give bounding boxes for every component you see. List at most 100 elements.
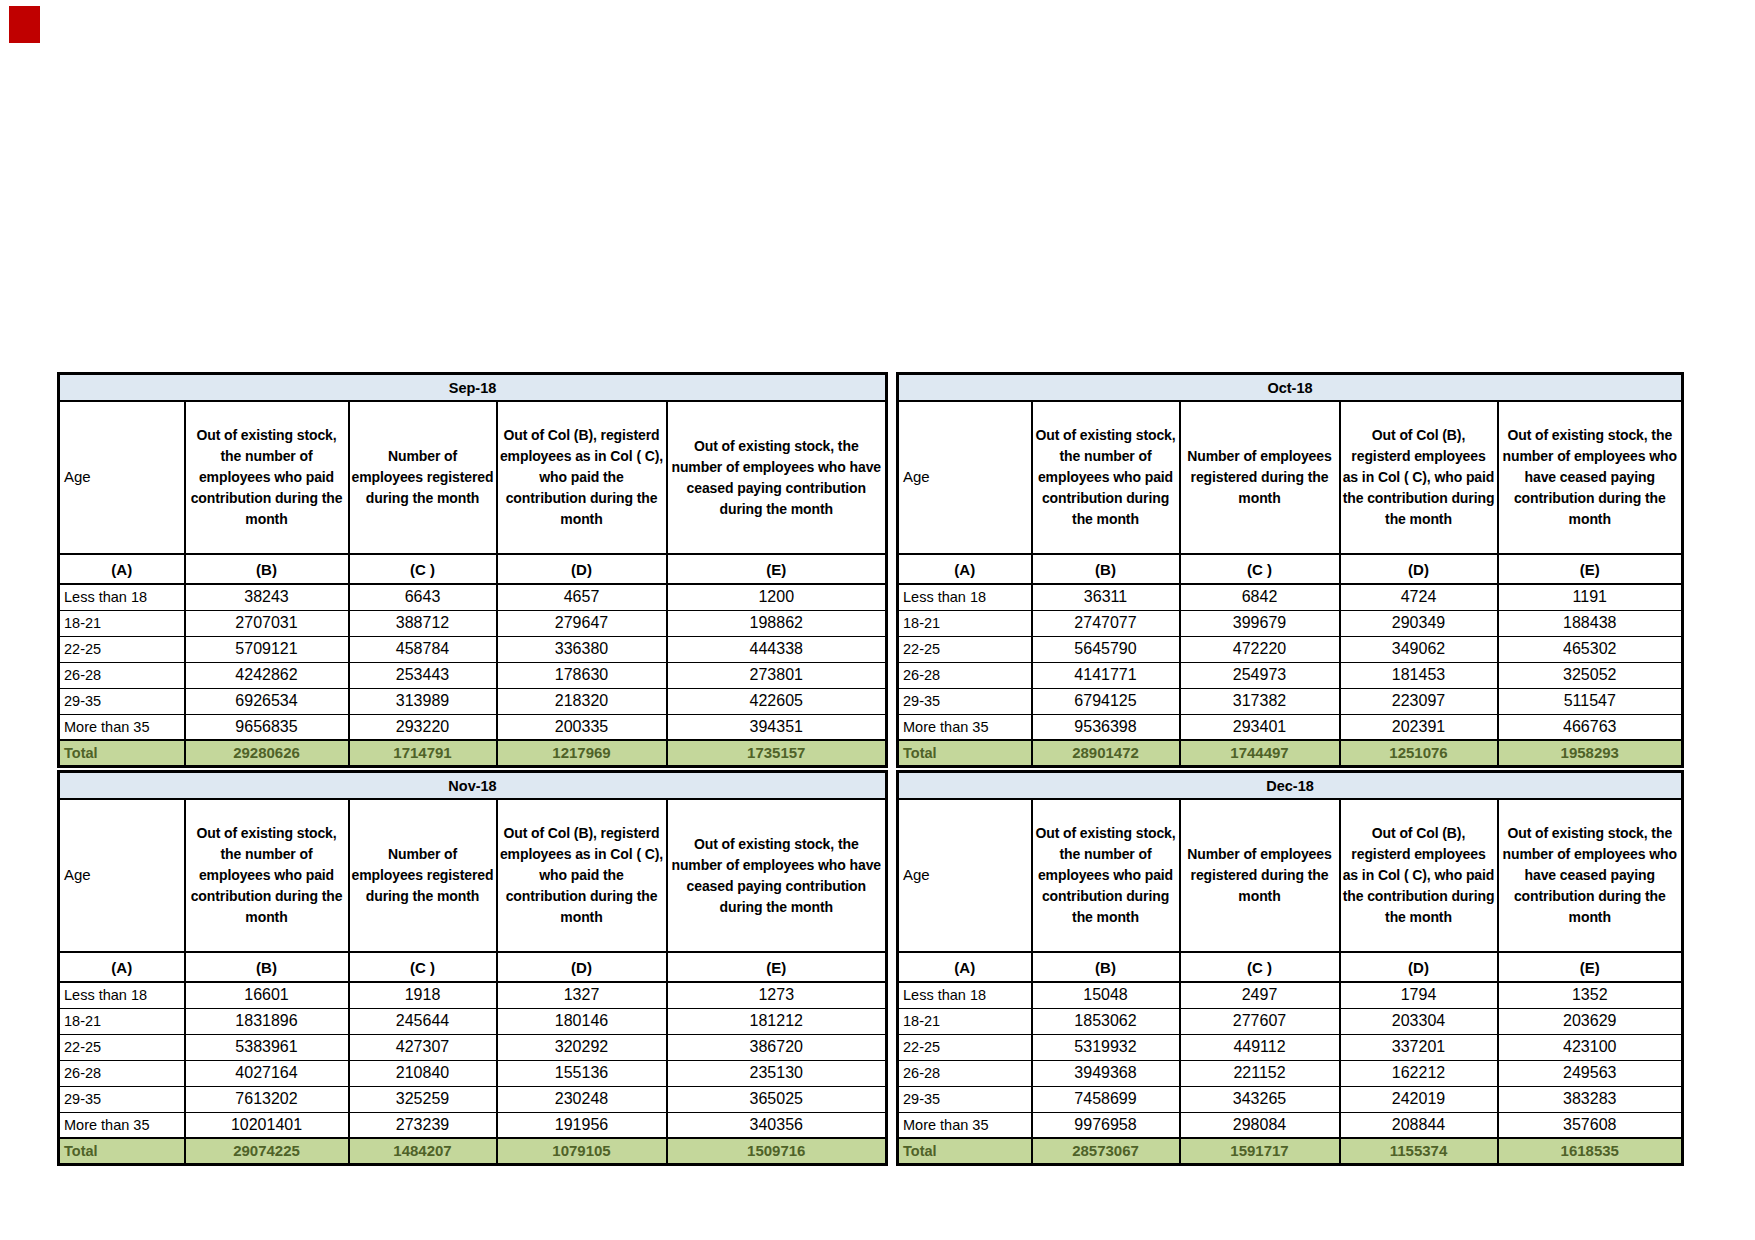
age-cell: 22-25 [59,636,185,662]
table-title-row: Nov-18 [59,772,887,800]
age-cell: 29-35 [59,688,185,714]
value-cell: 242019 [1340,1086,1498,1112]
column-letter-e: (E) [1498,554,1683,584]
table-row: 18-212747077399679290349188438 [898,610,1683,636]
age-cell: Less than 18 [898,982,1032,1008]
data-table: Nov-18 Age Out of existing stock, the nu… [57,770,888,1166]
value-cell: 253443 [349,662,497,688]
value-cell: 1079105 [497,1138,667,1164]
value-cell: 449112 [1180,1034,1340,1060]
value-cell: 5645790 [1032,636,1180,662]
column-letter-c: (C ) [1180,952,1340,982]
value-cell: 511547 [1498,688,1683,714]
value-cell: 198862 [667,610,887,636]
age-cell: 22-25 [898,1034,1032,1060]
value-cell: 343265 [1180,1086,1340,1112]
value-cell: 1251076 [1340,740,1498,766]
value-cell: 313989 [349,688,497,714]
age-cell: More than 35 [59,1112,185,1138]
value-cell: 1744497 [1180,740,1340,766]
data-table: Sep-18 Age Out of existing stock, the nu… [57,372,888,768]
month-table-nov: Nov-18 Age Out of existing stock, the nu… [57,770,888,1166]
table-title: Sep-18 [59,374,887,402]
table-row: Less than 1815048249717941352 [898,982,1683,1008]
value-cell: 325052 [1498,662,1683,688]
column-header-d: Out of Col (B), registerd employees as i… [497,799,667,952]
total-row: Total29280626171479112179691735157 [59,740,887,766]
column-header-d: Out of Col (B), registerd employees as i… [497,401,667,554]
column-letter-b: (B) [1032,554,1180,584]
value-cell: 218320 [497,688,667,714]
age-cell: 29-35 [898,688,1032,714]
column-letter-a: (A) [898,554,1032,584]
value-cell: 325259 [349,1086,497,1112]
column-header-c: Number of employees registered during th… [1180,799,1340,952]
table-row: More than 359656835293220200335394351 [59,714,887,740]
value-cell: 466763 [1498,714,1683,740]
table-body: Less than 183631168424724119118-21274707… [898,584,1683,766]
column-header-c: Number of employees registered during th… [1180,401,1340,554]
value-cell: 181212 [667,1008,887,1034]
total-label-cell: Total [59,740,185,766]
column-letter-d: (D) [497,554,667,584]
value-cell: 1155374 [1340,1138,1498,1164]
table-row: More than 3510201401273239191956340356 [59,1112,887,1138]
table-body: Less than 181660119181327127318-21183189… [59,982,887,1164]
table-title-row: Dec-18 [898,772,1683,800]
value-cell: 1958293 [1498,740,1683,766]
value-cell: 1853062 [1032,1008,1180,1034]
total-row: Total28573067159171711553741618535 [898,1138,1683,1164]
value-cell: 1918 [349,982,497,1008]
column-letter-a: (A) [59,952,185,982]
value-cell: 223097 [1340,688,1498,714]
column-letters-row: (A) (B) (C ) (D) (E) [898,554,1683,584]
value-cell: 208844 [1340,1112,1498,1138]
age-column-header: Age [59,401,185,554]
column-header-e: Out of existing stock, the number of emp… [667,799,887,952]
value-cell: 188438 [1498,610,1683,636]
table-body: Less than 183824366434657120018-21270703… [59,584,887,766]
column-letter-b: (B) [185,952,349,982]
column-letter-a: (A) [59,554,185,584]
value-cell: 29074225 [185,1138,349,1164]
table-row: 22-255645790472220349062465302 [898,636,1683,662]
value-cell: 2707031 [185,610,349,636]
value-cell: 2747077 [1032,610,1180,636]
age-cell: 29-35 [898,1086,1032,1112]
total-label-cell: Total [898,1138,1032,1164]
month-table-sep: Sep-18 Age Out of existing stock, the nu… [57,372,888,768]
column-letter-b: (B) [185,554,349,584]
value-cell: 293401 [1180,714,1340,740]
age-cell: Less than 18 [59,982,185,1008]
value-cell: 6643 [349,584,497,610]
column-letter-d: (D) [497,952,667,982]
value-cell: 4141771 [1032,662,1180,688]
value-cell: 1484207 [349,1138,497,1164]
column-letter-a: (A) [898,952,1032,982]
value-cell: 210840 [349,1060,497,1086]
column-header-c: Number of employees registered during th… [349,799,497,952]
age-cell: 26-28 [59,1060,185,1086]
age-cell: 26-28 [898,1060,1032,1086]
column-letter-e: (E) [1498,952,1683,982]
value-cell: 235130 [667,1060,887,1086]
value-cell: 203304 [1340,1008,1498,1034]
column-letter-c: (C ) [349,952,497,982]
value-cell: 230248 [497,1086,667,1112]
table-title: Dec-18 [898,772,1683,800]
table-row: 26-284141771254973181453325052 [898,662,1683,688]
column-header-d: Out of Col (B), registerd employees as i… [1340,401,1498,554]
month-table-dec: Dec-18 Age Out of existing stock, the nu… [896,770,1684,1166]
value-cell: 202391 [1340,714,1498,740]
column-header-c: Number of employees registered during th… [349,401,497,554]
value-cell: 200335 [497,714,667,740]
value-cell: 4724 [1340,584,1498,610]
value-cell: 337201 [1340,1034,1498,1060]
age-cell: 22-25 [59,1034,185,1060]
value-cell: 2497 [1180,982,1340,1008]
table-row: 18-212707031388712279647198862 [59,610,887,636]
value-cell: 28573067 [1032,1138,1180,1164]
table-row: 18-211853062277607203304203629 [898,1008,1683,1034]
table-row: 26-284027164210840155136235130 [59,1060,887,1086]
column-letter-c: (C ) [349,554,497,584]
